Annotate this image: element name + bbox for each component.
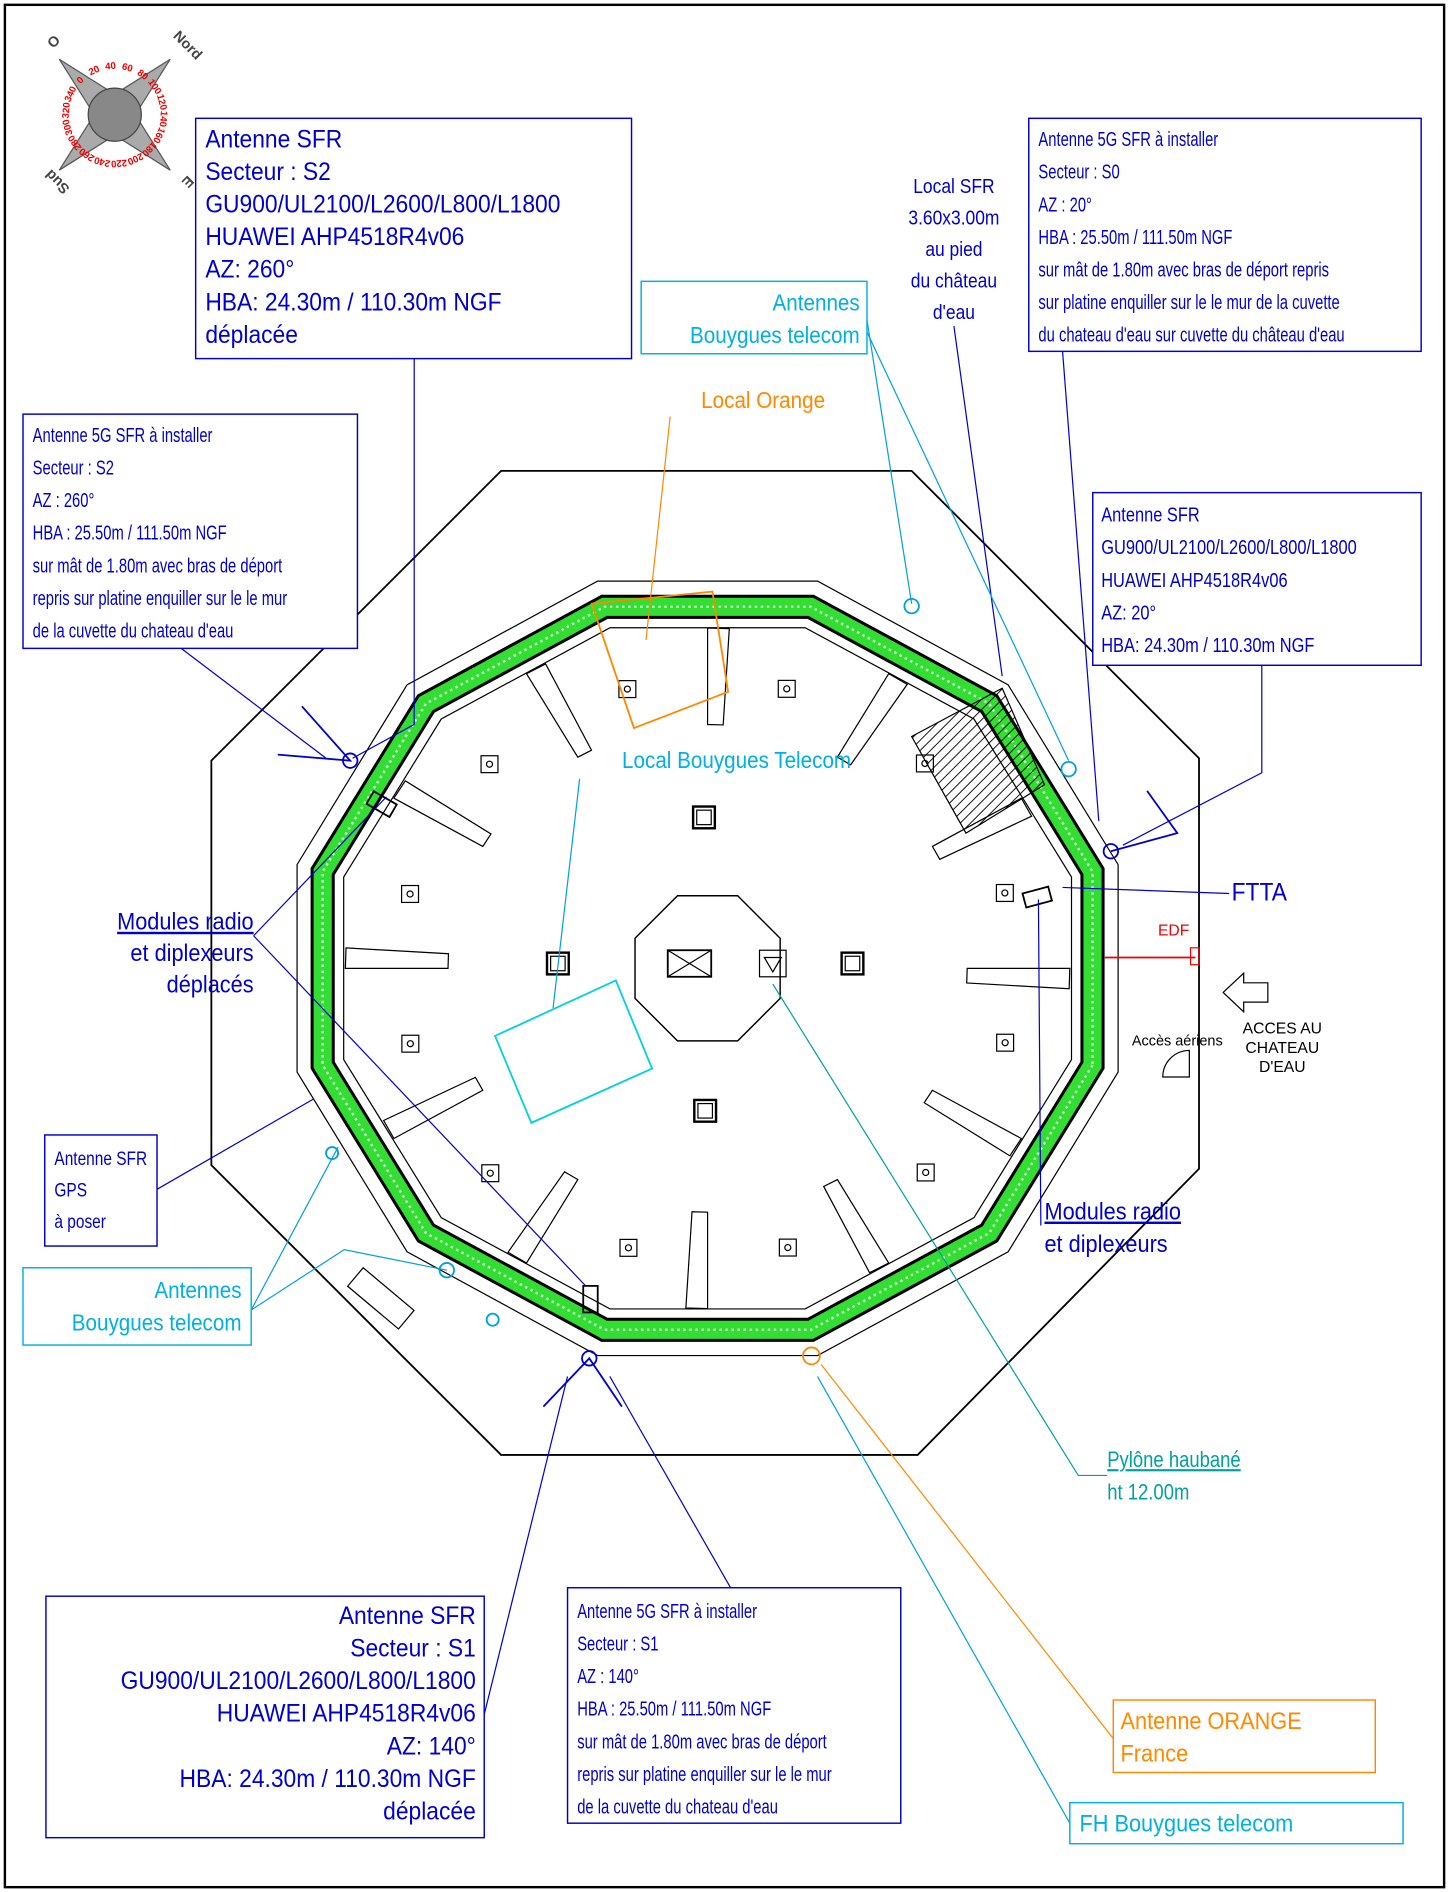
callout-line: HBA: 24.30m / 110.30m NGF	[1101, 633, 1314, 656]
callout-line: déplacés	[167, 970, 254, 997]
callout-line: HBA : 25.50m / 111.50m NGF	[33, 521, 227, 544]
callout-line: Antenne SFR	[1101, 503, 1200, 526]
callout-line: Bouygues telecom	[690, 322, 860, 348]
callout-line: de la cuvette du chateau d'eau	[577, 1795, 778, 1818]
callout-line: GU900/UL2100/L2600/L800/L1800	[205, 190, 560, 218]
callout-line: Antenne 5G SFR à installer	[33, 424, 213, 447]
callout-line: HBA : 25.50m / 111.50m NGF	[577, 1697, 771, 1720]
callout-line: du château	[911, 270, 997, 293]
callout-line: AZ : 20°	[1038, 193, 1092, 216]
callout-line: HBA: 24.30m / 110.30m NGF	[180, 1765, 476, 1793]
callout-line: sur mât de 1.80m avec bras de déport	[33, 554, 283, 577]
callout-line: repris sur platine enquiller sur le le m…	[33, 587, 288, 610]
callout-line: Local Orange	[701, 387, 825, 413]
callout-line: au pied	[925, 239, 982, 262]
callout-line: GU900/UL2100/L2600/L800/L1800	[1101, 535, 1357, 558]
callout-line: FH Bouygues telecom	[1079, 1810, 1293, 1837]
callout-line: déplacée	[383, 1797, 476, 1825]
callout-line: Antenne SFR	[339, 1602, 476, 1630]
callout: Accès aériens	[1132, 1034, 1223, 1050]
callout-line: et diplexeurs	[1044, 1230, 1167, 1257]
callout-line: Pylône haubané	[1107, 1449, 1240, 1473]
callout-line: AZ : 140°	[577, 1665, 639, 1688]
compass-degree: 320	[61, 102, 73, 119]
callout-line: Bouygues telecom	[72, 1310, 242, 1336]
callout-line: HUAWEI AHP4518R4v06	[1101, 568, 1287, 591]
compass-center	[88, 88, 141, 141]
callout-line: D'EAU	[1259, 1059, 1306, 1076]
callout-line: Antenne SFR	[205, 125, 342, 153]
callout-line: Antenne ORANGE	[1121, 1707, 1302, 1734]
callout-line: GU900/UL2100/L2600/L800/L1800	[121, 1667, 476, 1695]
callout-line: Antenne SFR	[54, 1147, 147, 1169]
callout-line: Local Bouygues Telecom	[622, 747, 851, 773]
callout-line: Secteur : S0	[1038, 160, 1119, 183]
callout-line: HUAWEI AHP4518R4v06	[217, 1700, 476, 1728]
callout-line: AZ: 260°	[205, 256, 294, 284]
callout-line: ACCES AU	[1243, 1021, 1322, 1038]
callout-line: Antennes	[773, 289, 860, 315]
callout-line: Antenne 5G SFR à installer	[1038, 128, 1218, 151]
callout-line: AZ: 20°	[1101, 601, 1156, 624]
callout-line: de la cuvette du chateau d'eau	[33, 619, 234, 642]
callout-line: GPS	[54, 1179, 87, 1201]
callout-line: repris sur platine enquiller sur le le m…	[577, 1763, 832, 1786]
callout-line: HBA : 25.50m / 111.50m NGF	[1038, 226, 1232, 249]
callout-line: AZ : 260°	[33, 489, 95, 512]
callout: FH Bouygues telecom	[1079, 1810, 1293, 1837]
callout-line: à poser	[54, 1210, 106, 1232]
page: 0204060801001201401601802002202402602803…	[0, 0, 1449, 1892]
callout-line: Antennes	[154, 1277, 241, 1303]
callout-line: d'eau	[933, 302, 975, 325]
site-plan: 0204060801001201401601802002202402602803…	[0, 0, 1449, 1892]
callout: FTTA	[1232, 879, 1288, 907]
callout-line: HBA: 24.30m / 110.30m NGF	[205, 288, 501, 316]
callout-line: FTTA	[1232, 879, 1288, 907]
callout-line: Modules radio	[117, 908, 253, 935]
callout-line: déplacée	[205, 321, 298, 349]
compass-degree: 220	[110, 157, 127, 169]
callout-line: AZ: 140°	[387, 1732, 476, 1760]
callout-line: ht 12.00m	[1107, 1481, 1189, 1505]
callout-line: Accès aériens	[1132, 1034, 1223, 1050]
callout-line: HUAWEI AHP4518R4v06	[205, 223, 464, 251]
callout-line: EDF	[1158, 923, 1189, 940]
callout-line: CHATEAU	[1245, 1040, 1319, 1057]
compass-degree: 40	[105, 61, 117, 73]
callout-line: Secteur : S2	[205, 158, 331, 186]
callout-line: Secteur : S1	[350, 1634, 476, 1662]
callout-line: 3.60x3.00m	[908, 207, 999, 230]
callout-line: Modules radio	[1044, 1197, 1180, 1224]
callout: EDF	[1158, 923, 1189, 940]
callout-line: et diplexeurs	[130, 939, 253, 966]
callout: Local Orange	[701, 387, 825, 413]
callout-line: du chateau d'eau sur cuvette du château …	[1038, 323, 1344, 346]
callout-line: sur mât de 1.80m avec bras de déport rep…	[1038, 258, 1329, 281]
compass-degree: 140	[157, 110, 169, 127]
callout-line: Local SFR	[913, 176, 994, 199]
callout-line: Secteur : S2	[33, 456, 114, 479]
callout: Local Bouygues Telecom	[622, 747, 851, 773]
callout-line: Secteur : S1	[577, 1632, 658, 1655]
callout-line: sur mât de 1.80m avec bras de déport	[577, 1730, 827, 1753]
callout-line: sur platine enquiller sur le le mur de l…	[1038, 291, 1339, 314]
callout-line: Antenne 5G SFR à installer	[577, 1600, 757, 1623]
callout-line: France	[1121, 1740, 1189, 1767]
